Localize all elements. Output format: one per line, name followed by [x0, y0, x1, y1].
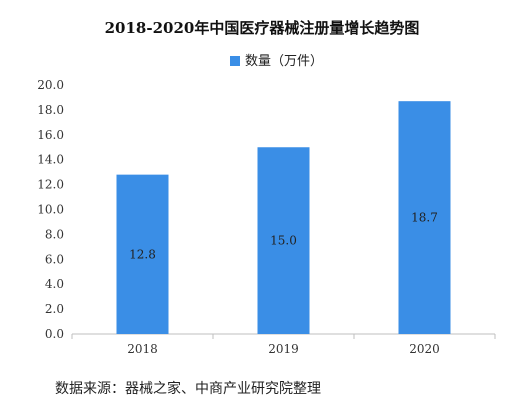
bar-value-label: 15.0: [270, 234, 297, 248]
bars: 12.8 15.0 18.7: [116, 101, 451, 334]
axes: 0.0 2.0 4.0 6.0 8.0 10.0 12.0 14.0 16.0 18.0 20.0 2…: [37, 78, 496, 356]
bar-value-label: 18.7: [411, 211, 438, 225]
y-tick-label: 16.0: [37, 128, 64, 142]
y-tick-label: 14.0: [37, 153, 64, 167]
y-tick-label: 10.0: [37, 203, 64, 217]
bar: [398, 101, 451, 334]
y-tick-label: 6.0: [45, 252, 64, 266]
y-tick-label: 4.0: [45, 277, 64, 291]
chart-title: 2018-2020年中国医疗器械注册量增长趋势图: [105, 19, 420, 37]
source-note: 数据来源：器械之家、中商产业研究院整理: [55, 381, 321, 397]
legend: 数量（万件）: [230, 54, 323, 69]
y-tick-label: 12.0: [37, 178, 64, 192]
bar: [257, 147, 310, 334]
legend-swatch: [230, 56, 240, 66]
y-tick-label: 18.0: [37, 103, 64, 117]
x-tick-label: 2020: [409, 342, 440, 356]
y-tick-label: 2.0: [45, 302, 64, 316]
y-tick-label: 20.0: [37, 78, 64, 92]
chart: 2018-2020年中国医疗器械注册量增长趋势图 数量（万件） 0.0 2.0 4.…: [37, 19, 496, 356]
y-tick-label: 8.0: [45, 227, 64, 241]
bar-value-label: 12.8: [129, 247, 156, 261]
legend-label: 数量（万件）: [245, 54, 323, 69]
y-tick-label: 0.0: [45, 327, 64, 341]
x-tick-label: 2018: [127, 342, 158, 356]
x-tick-label: 2019: [268, 342, 299, 356]
bar: [116, 174, 169, 334]
